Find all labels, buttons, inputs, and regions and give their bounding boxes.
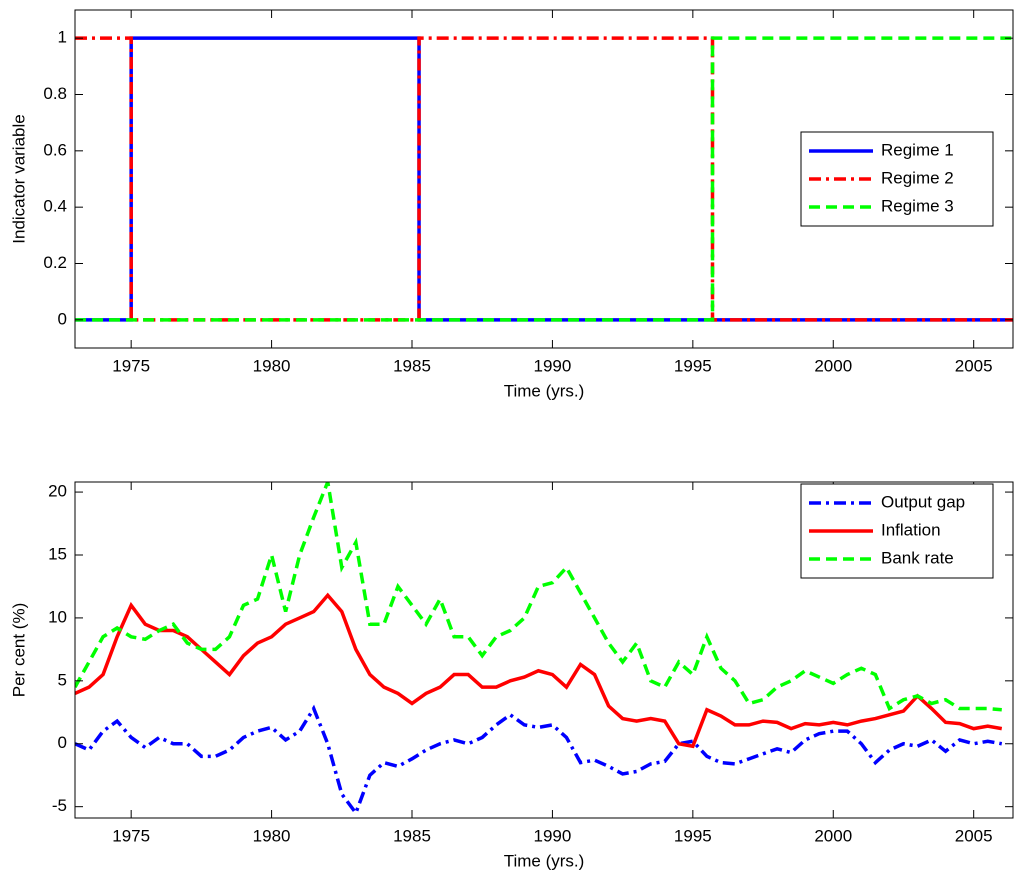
- y-axis-label: Indicator variable: [9, 114, 28, 243]
- y-tick-label: 0.8: [43, 84, 67, 103]
- legend-box: [800, 131, 994, 227]
- y-tick-label: 5: [58, 670, 67, 689]
- x-tick-label: 1995: [674, 826, 712, 845]
- x-tick-label: 1990: [534, 826, 572, 845]
- legend-label: Output gap: [881, 492, 965, 511]
- x-tick-label: 1985: [393, 826, 431, 845]
- y-tick-label: 10: [48, 607, 67, 626]
- y-tick-label: 0.2: [43, 253, 67, 272]
- y-tick-label: 0.6: [43, 140, 67, 159]
- y-tick-label: 0: [58, 733, 67, 752]
- x-tick-label: 1980: [253, 826, 291, 845]
- legend-label: Regime 3: [881, 196, 954, 215]
- legend-label: Bank rate: [881, 548, 954, 567]
- x-tick-label: 1980: [253, 356, 291, 375]
- y-tick-label: 0: [58, 309, 67, 328]
- legend-label: Regime 1: [881, 140, 954, 159]
- x-tick-label: 2005: [955, 826, 993, 845]
- y-tick-label: 20: [48, 482, 67, 501]
- x-tick-label: 1975: [112, 356, 150, 375]
- x-tick-label: 2000: [814, 826, 852, 845]
- x-tick-label: 1995: [674, 356, 712, 375]
- axes-frame: [74, 481, 1014, 819]
- y-tick-label: 0.4: [43, 197, 67, 216]
- x-tick-label: 1975: [112, 826, 150, 845]
- x-tick-label: 2000: [814, 356, 852, 375]
- x-tick-label: 2005: [955, 356, 993, 375]
- axes-frame: [74, 9, 1014, 349]
- legend-label: Regime 2: [881, 168, 954, 187]
- y-tick-label: 1: [58, 28, 67, 47]
- y-axis-label: Per cent (%): [9, 603, 28, 697]
- series-line: [75, 592, 1003, 749]
- x-tick-label: 1990: [534, 356, 572, 375]
- x-axis-label: Time (yrs.): [504, 381, 585, 400]
- y-tick-label: -5: [52, 796, 67, 815]
- series-line: [75, 36, 1013, 322]
- series-line: [75, 704, 1003, 817]
- legend-label: Inflation: [881, 520, 941, 539]
- y-tick-label: 15: [48, 544, 67, 563]
- series-line: [75, 482, 1002, 712]
- x-axis-label: Time (yrs.): [504, 851, 585, 870]
- x-tick-label: 1985: [393, 356, 431, 375]
